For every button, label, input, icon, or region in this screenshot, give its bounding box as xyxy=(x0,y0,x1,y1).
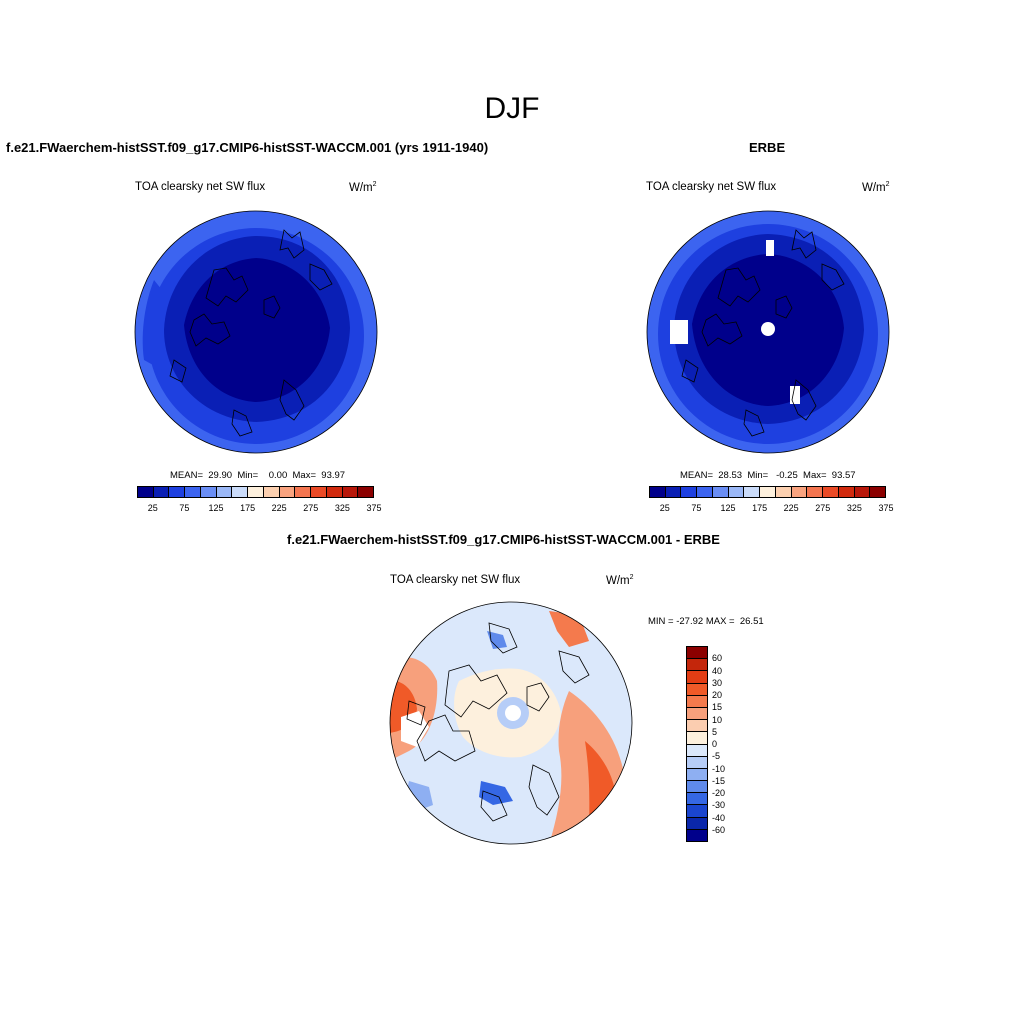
colorbar-tick-label: 175 xyxy=(752,503,768,513)
colorbar-swatch xyxy=(687,720,707,733)
colorbar-tick-label: -30 xyxy=(712,800,726,811)
panel-model-polar-map xyxy=(134,210,378,454)
colorbar-tick-label: 20 xyxy=(712,690,723,700)
colorbar-tick-label: -20 xyxy=(712,788,726,798)
colorbar-swatch xyxy=(687,768,707,782)
colorbar-tick-label: 275 xyxy=(303,503,319,513)
colorbar-tick-label: 375 xyxy=(878,503,894,513)
colorbar-swatch xyxy=(870,487,886,497)
panel-diff-units: W/m2 xyxy=(606,574,634,587)
colorbar-swatch xyxy=(744,487,761,497)
colorbar-swatch xyxy=(687,683,707,696)
panel-diff-title: f.e21.FWaerchem-histSST.f09_g17.CMIP6-hi… xyxy=(287,532,720,547)
colorbar-swatch xyxy=(791,487,808,497)
colorbar-swatch xyxy=(760,487,776,497)
colorbar-tick-label: 40 xyxy=(712,665,723,676)
colorbar-tick-label: 10 xyxy=(712,714,723,725)
colorbar-tick-label: -15 xyxy=(712,775,726,786)
colorbar-tick-label: 325 xyxy=(846,503,862,513)
colorbar-swatch xyxy=(854,487,871,497)
colorbar-swatch xyxy=(311,487,327,497)
panel-model-colorbar xyxy=(137,486,374,498)
colorbar-swatch xyxy=(200,487,217,497)
panel-obs-colorbar-ticks: 25 75 125 175 225 275 325 375 xyxy=(649,503,894,515)
panel-model-stats: MEAN= 29.90 Min= 0.00 Max= 93.97 xyxy=(170,470,346,481)
colorbar-tick-label: 275 xyxy=(815,503,831,513)
colorbar-tick-label: 375 xyxy=(366,503,382,513)
colorbar-swatch xyxy=(687,647,707,660)
colorbar-swatch xyxy=(687,659,707,672)
colorbar-swatch xyxy=(728,487,745,497)
colorbar-tick-label: 25 xyxy=(147,503,158,513)
colorbar-tick-label: 75 xyxy=(179,503,190,513)
colorbar-swatch xyxy=(838,487,855,497)
colorbar-swatch xyxy=(216,487,233,497)
panel-obs-units: W/m2 xyxy=(862,181,890,194)
colorbar-tick-label: 15 xyxy=(712,702,723,713)
panel-model-colorbar-ticks: 25 75 125 175 225 275 325 375 xyxy=(137,503,382,515)
colorbar-tick-label: 25 xyxy=(659,503,670,513)
colorbar-swatch xyxy=(807,487,824,497)
panel-obs-colorbar xyxy=(649,486,886,498)
colorbar-swatch xyxy=(687,744,707,757)
colorbar-swatch xyxy=(687,793,707,806)
colorbar-swatch xyxy=(232,487,249,497)
colorbar-swatch xyxy=(153,487,170,497)
colorbar-tick-label: 175 xyxy=(240,503,256,513)
colorbar-swatch xyxy=(687,732,707,745)
colorbar-tick-label: 60 xyxy=(712,653,723,664)
colorbar-swatch xyxy=(775,487,792,497)
figure-title: DJF xyxy=(484,92,540,125)
panel-model-units: W/m2 xyxy=(349,181,377,194)
colorbar-swatch xyxy=(169,487,186,497)
panel-model-title: f.e21.FWaerchem-histSST.f09_g17.CMIP6-hi… xyxy=(6,140,489,155)
colorbar-swatch xyxy=(697,487,713,497)
colorbar-swatch xyxy=(687,756,707,769)
colorbar-swatch xyxy=(681,487,698,497)
colorbar-swatch xyxy=(687,671,707,684)
panel-diff-polar-map xyxy=(389,601,633,845)
colorbar-tick-label: 5 xyxy=(712,726,718,737)
colorbar-swatch xyxy=(342,487,359,497)
colorbar-swatch xyxy=(279,487,296,497)
colorbar-swatch xyxy=(687,695,707,708)
panel-obs-variable: TOA clearsky net SW flux xyxy=(646,181,777,193)
colorbar-swatch xyxy=(326,487,343,497)
colorbar-swatch xyxy=(823,487,839,497)
colorbar-tick-label: 30 xyxy=(712,677,723,688)
panel-diff-colorbar-ticks: 60 40 30 20 15 10 5 0 -5 -10 -15 -20 -30 -40 -60 xyxy=(712,646,752,842)
colorbar-tick-label: -5 xyxy=(712,751,721,762)
colorbar-swatch xyxy=(358,487,374,497)
colorbar-swatch xyxy=(712,487,729,497)
colorbar-tick-label: 225 xyxy=(783,503,799,513)
colorbar-swatch xyxy=(687,707,707,721)
colorbar-tick-label: -40 xyxy=(712,812,726,823)
colorbar-tick-label: 325 xyxy=(334,503,350,513)
colorbar-tick-label: -10 xyxy=(712,763,726,774)
colorbar-tick-label: 75 xyxy=(691,503,702,513)
colorbar-swatch xyxy=(687,829,707,841)
colorbar-tick-label: 125 xyxy=(720,503,736,513)
panel-diff-variable: TOA clearsky net SW flux xyxy=(390,574,521,586)
panel-obs-polar-map xyxy=(646,210,890,454)
colorbar-tick-label: 0 xyxy=(712,739,718,749)
panel-obs-stats: MEAN= 28.53 Min= -0.25 Max= 93.57 xyxy=(680,470,856,481)
colorbar-swatch xyxy=(687,805,707,818)
colorbar-swatch xyxy=(687,781,707,794)
colorbar-swatch xyxy=(295,487,312,497)
panel-diff-stats: MIN = -27.92 MAX = 26.51 xyxy=(648,616,764,627)
colorbar-swatch xyxy=(263,487,280,497)
panel-obs-title: ERBE xyxy=(749,140,786,155)
colorbar-swatch xyxy=(138,487,154,497)
colorbar-swatch xyxy=(650,487,666,497)
colorbar-tick-label: 225 xyxy=(271,503,287,513)
colorbar-swatch xyxy=(185,487,201,497)
colorbar-tick-label: -60 xyxy=(712,824,726,835)
colorbar-swatch xyxy=(665,487,682,497)
panel-diff-colorbar xyxy=(686,646,708,842)
panel-model-variable: TOA clearsky net SW flux xyxy=(135,181,266,193)
colorbar-swatch xyxy=(248,487,264,497)
colorbar-tick-label: 125 xyxy=(208,503,224,513)
colorbar-swatch xyxy=(687,817,707,830)
